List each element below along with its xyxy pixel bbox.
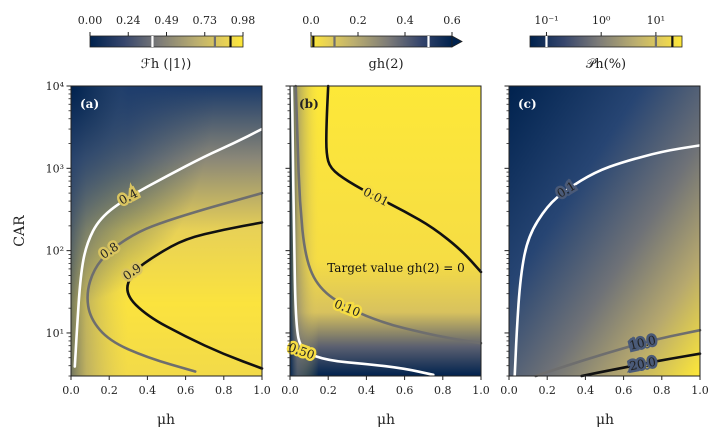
panel-c-tag: (c) [518, 97, 537, 111]
colorbar-a-label: ℱh (|1⟩) [141, 57, 192, 72]
x-tick-label: 1.0 [691, 384, 709, 397]
y-tick-label: 10⁴ [46, 80, 65, 93]
contour-line-c-0 [513, 144, 702, 378]
colorbar-b-extend-arrow [451, 35, 463, 48]
y-axis-label: CAR [12, 215, 28, 247]
x-tick-label: 0.0 [62, 384, 80, 397]
y-tick-label: 10² [46, 245, 64, 258]
x-tick-label: 0.2 [319, 384, 337, 397]
colorbar-tick-label: 10¹ [647, 14, 665, 27]
panel-c-frame [508, 85, 701, 377]
colorbar-c: 10⁻¹ 10⁰ 10¹ 𝒫h(%) [529, 14, 683, 72]
colorbar-tick-label: 0.6 [443, 14, 461, 27]
panel-b-frame [289, 85, 482, 377]
colorbar-c-ticks: 10⁻¹ 10⁰ 10¹ [534, 14, 674, 47]
colorbar-a: 0.00 0.24 0.49 0.73 0.98 ℱh (|1⟩) [78, 14, 256, 72]
panel-a-tag: (a) [80, 97, 99, 111]
contour-line-c-2 [580, 352, 702, 378]
colorbar-c-body [529, 35, 683, 48]
colorbar-b-body [310, 35, 453, 48]
colorbar-tick-label: 10⁰ [592, 14, 611, 27]
contour-line-b-1 [294, 84, 483, 345]
y-tick-label: 10¹ [46, 327, 64, 340]
x-tick-label: 1.0 [472, 384, 490, 397]
x-tick-label: 0.4 [577, 384, 595, 397]
contour-line-a-0 [73, 127, 264, 368]
colorbar-tick-label: 0.98 [231, 14, 256, 27]
x-tick-label: 1.0 [253, 384, 271, 397]
colorbar-a-ticks: 0.00 0.24 0.49 0.73 0.98 [78, 14, 256, 47]
colorbar-b: 0.0 0.2 0.4 0.6 gh(2) [302, 14, 463, 72]
x-axis-label-c: μh [596, 412, 614, 428]
contour-line-b-0 [325, 84, 483, 274]
colorbar-b-label: gh(2) [368, 57, 403, 72]
colorbar-tick-label: 0.24 [116, 14, 141, 27]
axes-layer: 0.0 0.2 0.4 0.6 0.8 1.0 10¹ 10² 10³ 10⁴ 0.0 0.2 0.4 0… [46, 80, 709, 397]
colorbar-b-ticks: 0.0 0.2 0.4 0.6 [302, 14, 461, 47]
x-tick-label: 0.4 [358, 384, 376, 397]
x-tick-label: 0.0 [281, 384, 299, 397]
panel-b-tag: (b) [299, 97, 319, 111]
contour-line-b-2 [290, 84, 435, 377]
colorbar-a-body [89, 35, 244, 48]
contour-line-c-1 [534, 328, 702, 378]
panel-b-annotation: Target value gh(2) = 0 [327, 261, 465, 275]
colorbar-tick-label: 0.2 [349, 14, 367, 27]
colorbar-tick-label: 0.4 [396, 14, 414, 27]
x-tick-label: 0.8 [215, 384, 233, 397]
colorbar-tick-label: 0.0 [302, 14, 320, 27]
colorbar-tick-label: 10⁻¹ [534, 14, 558, 27]
x-axis-label-b: μh [377, 412, 395, 428]
x-axis-label-a: μh [157, 412, 175, 428]
panel-b-heatmap [290, 86, 481, 376]
x-tick-label: 0.8 [434, 384, 452, 397]
x-tick-label: 0.8 [653, 384, 671, 397]
x-tick-label: 0.6 [177, 384, 195, 397]
contour-line-a-2 [126, 221, 264, 370]
y-tick-label: 10³ [46, 162, 64, 175]
panel-a-frame [70, 85, 263, 377]
panel-a-heatmap [71, 86, 262, 376]
x-tick-label: 0.2 [538, 384, 556, 397]
contour-line-a-1 [86, 191, 264, 373]
x-tick-label: 0.0 [500, 384, 518, 397]
colorbar-tick-label: 0.73 [193, 14, 218, 27]
x-tick-label: 0.4 [139, 384, 157, 397]
colorbar-c-label: 𝒫h(%) [586, 57, 626, 72]
x-tick-label: 0.6 [615, 384, 633, 397]
x-tick-label: 0.6 [396, 384, 414, 397]
colorbar-tick-label: 0.00 [78, 14, 103, 27]
panel-c-heatmap [509, 86, 700, 376]
x-tick-label: 0.2 [100, 384, 118, 397]
colorbar-tick-label: 0.49 [154, 14, 179, 27]
